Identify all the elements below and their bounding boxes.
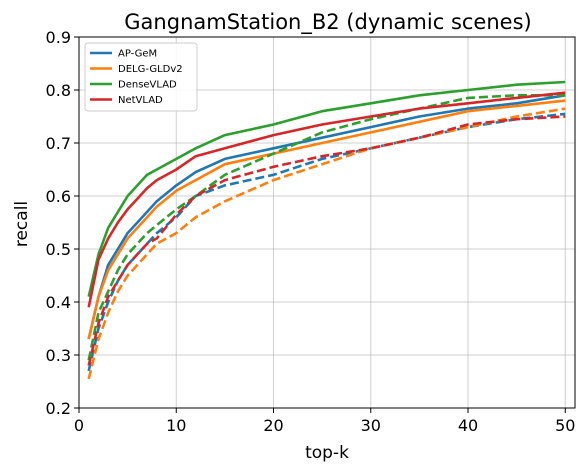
x-tick-label: 20 <box>263 416 283 435</box>
axis-ticks: 0 10 20 30 40 50 0.2 0.3 0.4 0.5 0.6 0.7 0.8 0.9 <box>46 28 576 435</box>
x-tick-label: 30 <box>361 416 381 435</box>
plot-frame <box>78 36 576 409</box>
y-tick-label: 0.6 <box>46 187 71 206</box>
legend-label: DELG-GLDv2 <box>118 64 183 75</box>
legend: AP-GeM DELG-GLDv2 DenseVLAD NetVLAD <box>84 42 198 112</box>
series-line-delg-gldv2-dashed <box>87 107 566 380</box>
x-tick-label: 10 <box>166 416 186 435</box>
x-tick-label: 0 <box>74 416 84 435</box>
y-tick-label: 0.7 <box>46 134 71 153</box>
y-tick-label: 0.5 <box>46 240 71 259</box>
legend-label: AP-GeM <box>118 49 157 60</box>
series-line-netvlad-dashed <box>87 115 566 366</box>
legend-box <box>84 42 198 112</box>
y-axis-title: recall <box>12 201 32 247</box>
chart-title: GangnamStation_B2 (dynamic scenes) <box>124 10 531 35</box>
series-line-densevlad-dashed <box>87 94 566 361</box>
x-tick-label: 50 <box>555 416 575 435</box>
y-tick-label: 0.2 <box>46 399 71 418</box>
y-tick-label: 0.8 <box>46 81 71 100</box>
legend-label: DenseVLAD <box>118 80 177 91</box>
x-tick-label: 40 <box>458 416 478 435</box>
series-line-ap-gem-solid <box>87 94 566 340</box>
y-tick-label: 0.3 <box>46 346 71 365</box>
series-line-netvlad-solid <box>87 91 566 308</box>
y-tick-label: 0.4 <box>46 293 71 312</box>
series-line-delg-gldv2-solid <box>87 99 566 340</box>
series-layer <box>87 80 566 380</box>
y-tick-label: 0.9 <box>46 28 71 47</box>
legend-label: NetVLAD <box>118 95 163 106</box>
x-axis-title: top-k <box>305 443 349 463</box>
series-line-densevlad-solid <box>87 80 566 297</box>
